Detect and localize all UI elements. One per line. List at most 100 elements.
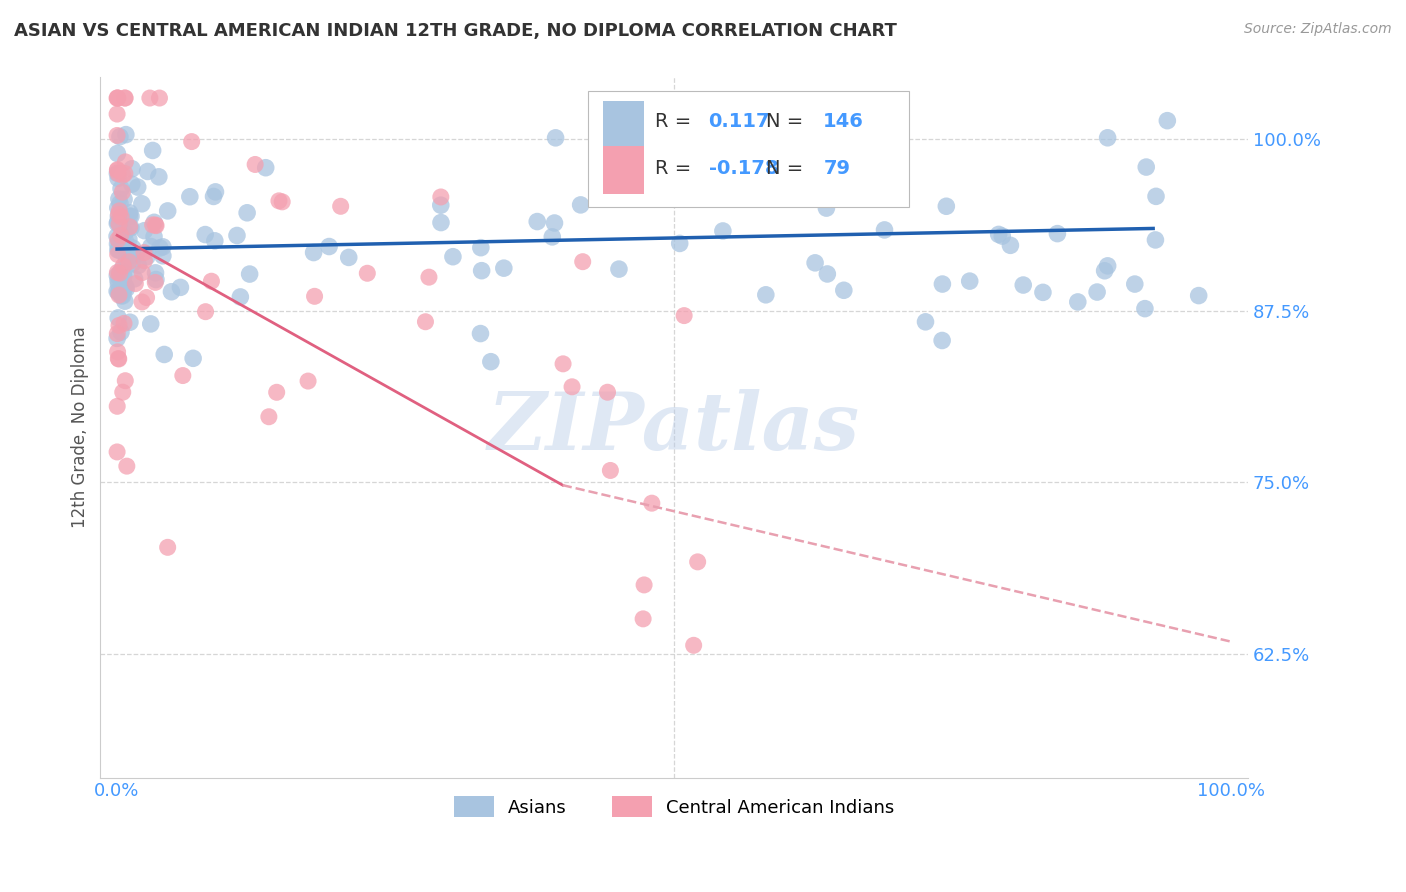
Point [121, 257, 143, 271]
Point [134, 253, 156, 268]
Point [107, 243, 129, 257]
Point [112, 192, 135, 206]
Point [118, 219, 141, 234]
Text: N =: N = [766, 159, 810, 178]
Point [329, 199, 352, 213]
Point [105, 331, 128, 345]
Point [145, 219, 167, 233]
Point [107, 171, 129, 186]
Point [1097, 130, 1119, 145]
Point [135, 250, 157, 264]
Point [107, 146, 129, 161]
Point [204, 234, 226, 248]
Point [441, 250, 464, 264]
Point [1032, 285, 1054, 300]
Point [156, 203, 179, 218]
Point [145, 218, 167, 232]
Point [111, 385, 134, 400]
Point [114, 91, 136, 105]
Point [571, 254, 593, 268]
Point [134, 224, 156, 238]
Point [105, 229, 128, 244]
Point [107, 351, 129, 366]
Point [107, 344, 129, 359]
Point [118, 254, 141, 268]
Point [121, 241, 143, 255]
Point [105, 128, 128, 143]
Point [959, 274, 981, 288]
Point [271, 194, 294, 209]
Point [194, 227, 217, 242]
Point [337, 251, 360, 265]
Point [110, 181, 132, 195]
Point [156, 541, 179, 555]
Point [569, 198, 592, 212]
Point [526, 214, 548, 228]
Point [304, 289, 326, 303]
FancyBboxPatch shape [603, 146, 644, 194]
Point [124, 277, 146, 291]
Point [356, 266, 378, 280]
Point [1144, 233, 1167, 247]
Text: Source: ZipAtlas.com: Source: ZipAtlas.com [1244, 22, 1392, 37]
Point [108, 192, 131, 206]
Text: -0.178: -0.178 [709, 159, 778, 178]
Point [543, 216, 565, 230]
Point [108, 285, 131, 299]
Point [631, 612, 654, 626]
Point [815, 267, 838, 281]
Point [859, 191, 882, 205]
Point [1097, 259, 1119, 273]
Legend: Asians, Central American Indians: Asians, Central American Indians [447, 789, 901, 824]
Point [115, 459, 138, 474]
Point [115, 243, 138, 257]
Point [105, 284, 128, 298]
Point [112, 265, 135, 279]
Point [139, 239, 162, 253]
Point [143, 229, 166, 244]
Point [243, 157, 266, 171]
Point [145, 272, 167, 286]
Point [105, 163, 128, 178]
Point [110, 271, 132, 285]
Text: R =: R = [655, 112, 697, 131]
Point [107, 236, 129, 251]
Point [115, 252, 138, 267]
Point [239, 267, 262, 281]
Point [931, 277, 953, 291]
Point [107, 167, 129, 181]
Point [114, 294, 136, 309]
Point [108, 266, 131, 280]
Point [1067, 294, 1090, 309]
Point [229, 290, 252, 304]
Point [931, 334, 953, 348]
Point [105, 216, 128, 230]
Point [318, 239, 340, 253]
Point [121, 161, 143, 176]
Point [120, 220, 142, 235]
Point [544, 131, 567, 145]
FancyBboxPatch shape [588, 92, 910, 207]
Point [873, 223, 896, 237]
Point [142, 144, 165, 158]
Point [599, 463, 621, 477]
Point [143, 276, 166, 290]
Point [105, 107, 128, 121]
Point [430, 190, 453, 204]
Point [107, 215, 129, 229]
Point [105, 445, 128, 459]
Point [1135, 160, 1157, 174]
Point [202, 189, 225, 203]
Point [987, 227, 1010, 242]
Point [114, 234, 136, 248]
Point [114, 226, 136, 240]
Point [105, 268, 128, 283]
Point [111, 169, 134, 183]
Point [148, 91, 170, 105]
Point [935, 199, 957, 213]
Text: 79: 79 [824, 159, 851, 178]
Point [108, 288, 131, 302]
Point [110, 263, 132, 277]
Point [914, 315, 936, 329]
Point [179, 190, 201, 204]
